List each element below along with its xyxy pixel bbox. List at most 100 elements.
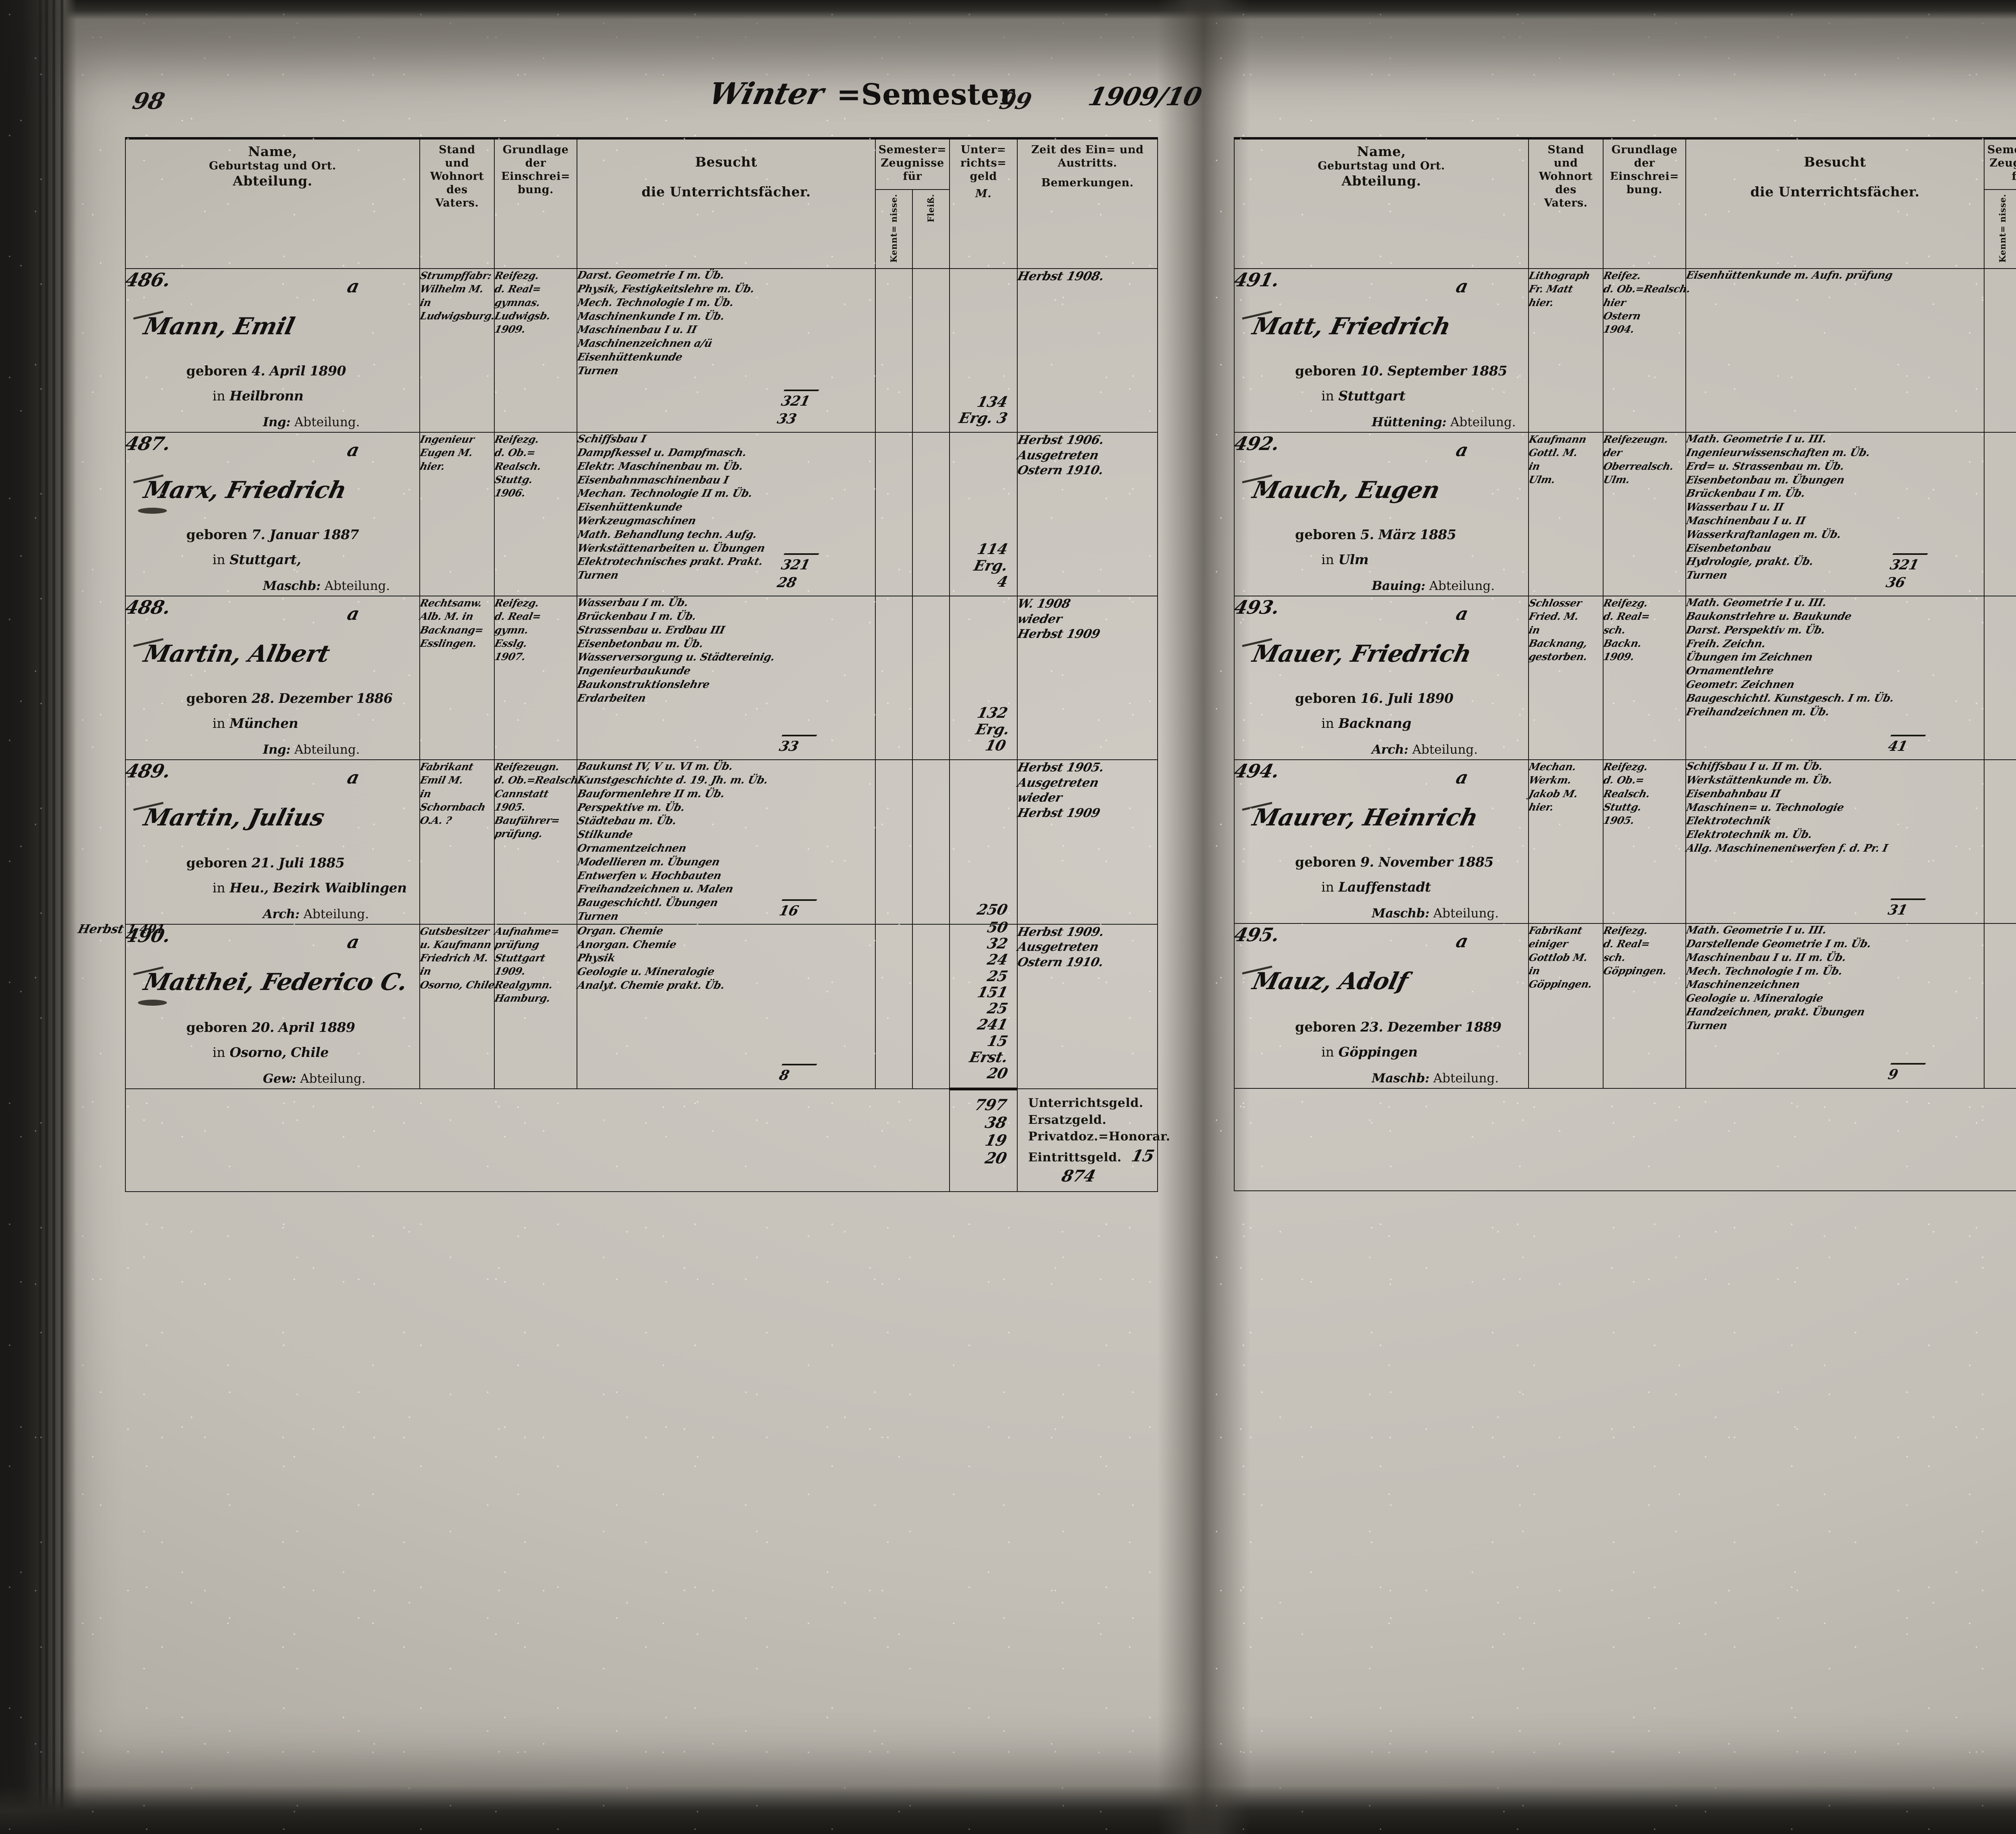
subjects-hours-total: 41 bbox=[1886, 734, 1926, 755]
entry-class-mark: a bbox=[1454, 440, 1470, 461]
birth-place: Stuttgart, bbox=[229, 552, 301, 568]
totals-numbers: 797 38 19 20 bbox=[973, 1095, 1009, 1167]
header-stand: Stand und Wohnort des Vaters. bbox=[419, 138, 495, 269]
abteilung-label: Abteilung. bbox=[324, 579, 390, 594]
abteilung-value: Bauing: bbox=[1372, 579, 1425, 594]
entry-class-mark: a bbox=[1454, 931, 1470, 952]
student-name-cell: 488. a Martin, Albert geboren 28. Dezember … bbox=[123, 596, 420, 761]
geboren-label: geboren bbox=[1295, 854, 1356, 870]
subjects-cell: Schiffsbau I Dampfkessel u. Dampfmasch. El… bbox=[576, 432, 876, 597]
top-shadow-edge bbox=[0, 0, 2016, 19]
kenntnisse-cell bbox=[1984, 432, 2016, 597]
header-stand: Stand und Wohnort des Vaters. bbox=[1528, 138, 1604, 269]
kenntnisse-cell bbox=[1984, 268, 2016, 433]
birth-place: Göppingen bbox=[1338, 1044, 1418, 1060]
abteilung-value: Hüttening: bbox=[1372, 415, 1447, 430]
table-row: 493. a Mauer, Friedrich geboren 16. Juli 18… bbox=[1232, 596, 2016, 761]
table-row: 492. a Mauch, Eugen geboren 5. März 1885 in … bbox=[1232, 432, 2016, 597]
register-table-right: Name, Geburtstag und Ort. Abteilung. Sta… bbox=[1232, 137, 2016, 1192]
student-name: Matthei, Federico C. bbox=[141, 968, 410, 996]
subjects-cell: Baukunst IV, V u. VI m. Üb. Kunstgeschich… bbox=[576, 759, 876, 925]
tuition-fee-values: 50 32 24 25 151 25 241 15 Erst. 20 bbox=[967, 919, 1009, 1082]
grundlage-cell: Reifezeugn. der Oberrealsch. Ulm. bbox=[1602, 432, 1686, 597]
birth-place: Heilbronn bbox=[229, 388, 304, 404]
in-label: in bbox=[212, 715, 225, 732]
header-name: Name, Geburtstag und Ort. Abteilung. bbox=[1234, 138, 1529, 269]
header-unterrichtsgeld: Unter= richts= geld M. bbox=[949, 138, 1018, 269]
totals-spacer bbox=[1233, 1088, 2016, 1192]
student-name-cell: 493. a Mauer, Friedrich geboren 16. Juli 18… bbox=[1232, 596, 1529, 761]
header-besucht: Besucht die Unterrichtsfächer. bbox=[1685, 138, 1985, 269]
birth-date: 20. April 1889 bbox=[252, 1019, 355, 1036]
birth-date: 28. Dezember 1886 bbox=[252, 690, 393, 707]
header-grundlage: Grundlage der Einschrei= bung. bbox=[1603, 138, 1686, 269]
header-grundlage: Grundlage der Einschrei= bung. bbox=[494, 138, 577, 269]
tuition-fee-values: 250 bbox=[975, 901, 1009, 919]
abteilung-line: Ing: Abteilung. bbox=[263, 742, 360, 757]
totals-spacer bbox=[125, 1088, 950, 1192]
grundlage-cell: Reifezg. d. Real= gymnas. Ludwigsb. 1909. bbox=[494, 268, 577, 433]
father-stand-cell: Lithograph Fr. Matt hier. bbox=[1528, 268, 1604, 433]
in-label: in bbox=[1321, 388, 1334, 404]
entry-exit-cell: Herbst 1905. Ausgetreten wieder Herbst 1909 bbox=[1016, 759, 1158, 925]
eintrittsgeld-value: 15 bbox=[1129, 1146, 1156, 1166]
birth-date: 7. Januar 1887 bbox=[252, 527, 359, 543]
entry-exit-cell: Herbst 1906. Ausgetreten Ostern 1910. bbox=[1016, 432, 1158, 597]
student-name-cell: 492. a Mauch, Eugen geboren 5. März 1885 in … bbox=[1232, 432, 1529, 597]
geboren-label: geboren bbox=[1295, 690, 1356, 707]
table-row: Herbst 1 491 490. a Matthei, Federico C. geb… bbox=[77, 919, 1158, 1090]
abteilung-line: Arch: Abteilung. bbox=[1372, 742, 1478, 757]
subjects-cell: Math. Geometrie I u. III. Ingenieurwissen… bbox=[1685, 432, 1985, 597]
fleiss-cell bbox=[912, 923, 950, 1090]
fleiss-cell bbox=[912, 759, 950, 925]
student-name-cell: 486. a Mann, Emil geboren 4. April 1890 in H… bbox=[123, 268, 420, 433]
subjects-cell: Eisenhüttenkunde m. Aufn. prüfung bbox=[1685, 268, 1985, 433]
tuition-fee-cell: 134 Erg. 3 bbox=[949, 268, 1018, 433]
birthplace-line: in Stuttgart bbox=[1321, 388, 1405, 404]
birth-date: 23. Dezember 1889 bbox=[1360, 1019, 1502, 1035]
totals-label: Unterrichtsgeld. bbox=[1028, 1096, 1143, 1111]
in-label: in bbox=[1321, 879, 1334, 895]
father-stand-cell: Ingenieur Eugen M. hier. bbox=[419, 432, 495, 597]
table-row: 488. a Martin, Albert geboren 28. Dezember … bbox=[123, 596, 1158, 761]
totals-row: 797 38 19 20 Unterrichtsgeld. Ersatzgeld. Priv… bbox=[125, 1087, 1170, 1192]
birth-line: geboren 5. März 1885 bbox=[1295, 527, 1456, 542]
header-zeugnisse: Semester= Zeugnisse für bbox=[875, 138, 950, 190]
entry-class-mark: a bbox=[345, 604, 361, 625]
in-label: in bbox=[212, 552, 225, 568]
kenntnisse-cell bbox=[875, 759, 913, 925]
totals-row: 634412015Unterrichtsgeld.Ersatzgeld.Priv… bbox=[1233, 1088, 2016, 1192]
totals-labels: Unterrichtsgeld. Ersatzgeld. Privatdoz.=Ho… bbox=[1028, 1095, 1170, 1167]
birthplace-line: in München bbox=[212, 715, 298, 731]
header-zeit: Zeit des Ein= und Austritts. Bemerkungen… bbox=[1017, 138, 1158, 269]
totals-numbers-cell: 797 38 19 20 bbox=[949, 1087, 1018, 1192]
birth-place: Stuttgart bbox=[1338, 388, 1406, 404]
entry-exit-cell: W. 1908 wieder Herbst 1909 bbox=[1016, 596, 1158, 761]
page-title: Winter =Semester 1909/10 bbox=[706, 77, 1314, 111]
father-stand-cell: Fabrikant einiger Gottlob M. in Göppingen. bbox=[1528, 923, 1604, 1089]
totals-labels-cell: Unterrichtsgeld. Ersatzgeld. Privatdoz.=Ho… bbox=[1017, 1088, 1170, 1192]
tuition-fee-values: 114 Erg. 4 bbox=[972, 541, 1009, 590]
in-label: in bbox=[212, 879, 225, 896]
entry-number: 489. bbox=[123, 760, 173, 782]
geboren-label: geboren bbox=[1295, 1019, 1356, 1035]
ink-blot bbox=[138, 999, 167, 1006]
student-name: Maurer, Heinrich bbox=[1250, 804, 1481, 832]
student-name-cell: 494. a Maurer, Heinrich geboren 9. November… bbox=[1232, 759, 1529, 924]
in-label: in bbox=[1321, 715, 1334, 732]
totals-label: Ersatzgeld. bbox=[1028, 1113, 1107, 1127]
left-binding-edge bbox=[0, 0, 77, 1834]
birthplace-line: in Heilbronn bbox=[212, 388, 304, 404]
subjects-cell: Organ. Chemie Anorgan. Chemie Physik Geolog… bbox=[576, 923, 876, 1090]
abteilung-value: Gew: bbox=[263, 1071, 296, 1086]
subjects-cell: Math. Geometrie I u. III. Darstellende Ge… bbox=[1685, 923, 1985, 1089]
table-row: 491. a Matt, Friedrich geboren 10. Septembe… bbox=[1232, 268, 2016, 433]
kenntnisse-cell bbox=[875, 432, 913, 597]
abteilung-label: Abteilung. bbox=[300, 1071, 366, 1086]
kenntnisse-cell bbox=[875, 596, 913, 761]
birth-place: Osorno, Chile bbox=[229, 1044, 329, 1061]
grundlage-cell: Reifez. d. Ob.=Realsch. hier Ostern 1904. bbox=[1602, 268, 1691, 433]
abteilung-label: Abteilung. bbox=[1450, 415, 1516, 430]
entry-number: 488. bbox=[123, 596, 173, 619]
header-kenntnisse: Kennt= nisse. bbox=[875, 189, 913, 269]
